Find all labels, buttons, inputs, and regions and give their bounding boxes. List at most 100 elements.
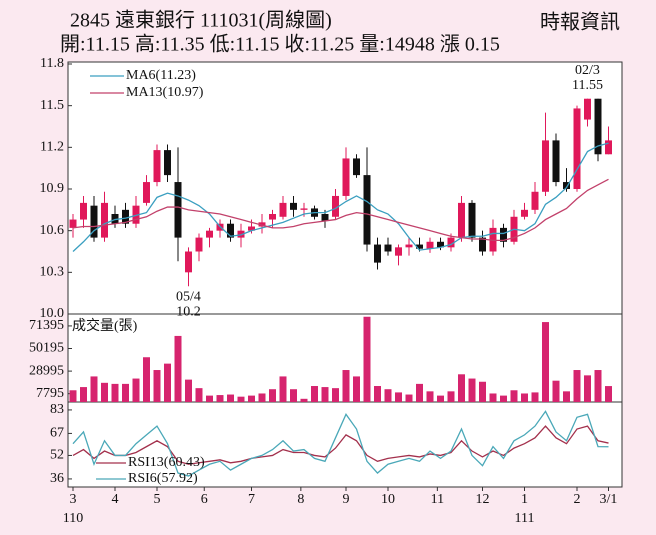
bar	[195, 388, 203, 402]
candle-body	[395, 247, 402, 256]
bar	[248, 395, 255, 402]
bar	[269, 389, 276, 402]
source: 時報資訊	[540, 11, 620, 34]
bar	[342, 370, 350, 402]
candle-body	[405, 244, 413, 248]
y-tick-label: 36	[50, 471, 64, 486]
candle-body	[164, 150, 171, 176]
bar	[510, 390, 518, 402]
bar	[311, 386, 318, 402]
bar	[321, 387, 329, 402]
x-tick-label: 7	[248, 492, 255, 507]
bar	[227, 394, 234, 402]
bar	[101, 382, 108, 402]
bar	[185, 379, 192, 402]
bar	[363, 316, 371, 402]
bar	[542, 322, 549, 402]
candle-body	[542, 140, 549, 192]
candle-body	[605, 140, 612, 155]
bar	[468, 378, 476, 402]
bar	[447, 391, 455, 402]
bar	[258, 393, 266, 402]
bar	[573, 370, 581, 402]
bar	[479, 381, 486, 402]
candle-body	[447, 237, 455, 248]
candle-body	[90, 205, 98, 238]
x-tick-label: 6	[201, 492, 208, 507]
x-tick-label: 2	[574, 492, 581, 507]
candle-body	[563, 182, 570, 189]
line-series	[72, 425, 609, 465]
bar	[122, 383, 129, 402]
bar	[80, 387, 87, 402]
bar	[521, 393, 528, 402]
bar	[164, 363, 171, 402]
y-tick-label: 10.6	[40, 223, 65, 238]
bar	[384, 389, 392, 402]
candle-body	[458, 202, 465, 238]
bar	[143, 357, 150, 402]
candle-body	[594, 98, 602, 155]
candle-body	[101, 202, 108, 238]
x-tick-label: 3	[70, 492, 77, 507]
candle-body	[258, 222, 266, 227]
candle-body	[80, 202, 87, 220]
bar	[531, 392, 539, 402]
candle-body	[174, 182, 182, 238]
y-tick-label: 11.5	[40, 98, 64, 113]
y-tick-label: 10.3	[40, 265, 65, 280]
bar	[437, 395, 444, 402]
candle-body	[206, 230, 213, 238]
legend-label: RSI6(57.92)	[128, 471, 198, 486]
candle-body	[416, 244, 423, 249]
bar	[489, 393, 497, 402]
candle-body	[269, 214, 276, 220]
line-series	[72, 142, 609, 252]
chart-title: 2845 遠東銀行 111031(周線圖)	[70, 9, 332, 32]
candle-body	[227, 223, 234, 238]
bar	[174, 335, 182, 402]
y-tick-label: 28995	[29, 363, 64, 378]
candle-body	[290, 202, 297, 210]
legend-label: MA13(10.97)	[126, 85, 204, 100]
legend-label: MA6(11.23)	[126, 68, 196, 83]
candle-body	[332, 195, 339, 217]
x-tick-label: 5	[154, 492, 161, 507]
candle-body	[584, 98, 591, 120]
candle-body	[384, 244, 392, 252]
bar	[279, 376, 287, 402]
panel-title: 成交量(張)	[72, 317, 138, 334]
y-tick-label: 67	[50, 426, 64, 441]
candle-body	[300, 208, 308, 210]
y-tick-label: 10.9	[40, 181, 65, 196]
bar	[132, 378, 140, 402]
candle-body	[122, 209, 129, 224]
x-tick-label: 11	[431, 492, 444, 507]
candle-body	[552, 140, 560, 183]
bar	[216, 395, 224, 402]
candle-body	[489, 227, 497, 252]
candle-body	[132, 205, 140, 224]
y-tick-label: 7795	[36, 386, 64, 401]
candle-body	[143, 182, 150, 203]
bar	[416, 383, 423, 402]
bar	[374, 386, 381, 402]
bar	[153, 370, 161, 402]
candle-body	[195, 237, 203, 252]
candle-body	[321, 214, 329, 221]
annotation-date: 05/4	[176, 289, 201, 304]
candle-body	[437, 241, 444, 248]
y-tick-label: 83	[50, 402, 64, 417]
bar	[237, 396, 245, 402]
y-tick-label: 50195	[29, 341, 64, 356]
bar	[594, 370, 602, 402]
line-series	[72, 178, 609, 242]
x-tick-label: 4	[112, 492, 119, 507]
candle-body	[153, 150, 161, 183]
year-label: 110	[63, 511, 83, 526]
bar	[584, 375, 591, 402]
bar	[300, 398, 308, 402]
annotation-value: 10.2	[176, 304, 201, 319]
x-tick-label: 12	[476, 492, 490, 507]
